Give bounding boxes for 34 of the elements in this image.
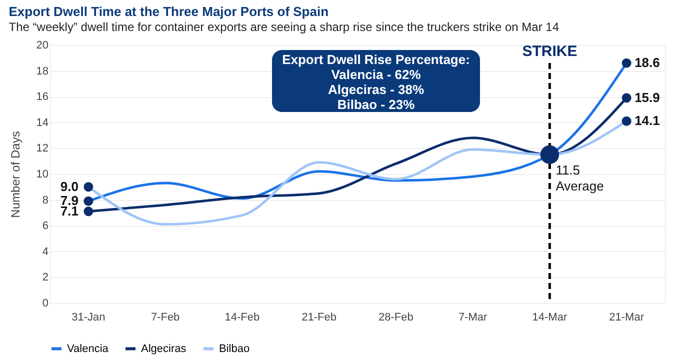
point bbox=[84, 206, 94, 216]
y-tick-label: 8 bbox=[42, 194, 48, 206]
y-tick-label: 12 bbox=[36, 142, 48, 155]
x-tick-label: 7-Feb bbox=[150, 312, 180, 324]
data-label: 9.0 bbox=[60, 178, 78, 194]
legend-label: Bilbao bbox=[219, 342, 250, 355]
y-tick-label: 20 bbox=[36, 40, 48, 52]
data-label: 14.1 bbox=[634, 113, 660, 128]
y-tick-label: 4 bbox=[42, 246, 48, 258]
ref-line-label: STRIKE bbox=[522, 43, 578, 60]
legend-label: Algeciras bbox=[141, 342, 187, 355]
y-tick-label: 14 bbox=[36, 116, 48, 129]
chart-title: Export Dwell Time at the Three Major Ports of Spain bbox=[8, 4, 329, 19]
annotation: 11.5 Average bbox=[556, 162, 604, 194]
point bbox=[622, 93, 632, 103]
x-tick-label: 28-Feb bbox=[378, 312, 414, 324]
y-tick-label: 2 bbox=[42, 272, 48, 284]
y-tick-label: 0 bbox=[42, 298, 48, 310]
chart-subtitle: The “weekly” dwell time for container exports are seeing a sharp rise since the truckers strike on Mar 14 bbox=[8, 20, 560, 34]
x-tick-label: 31-Jan bbox=[72, 312, 106, 324]
x-tick-label: 21-Feb bbox=[302, 312, 336, 324]
annotation: Export Dwell Rise Percentage: Valencia - 62% Algeciras - 38% Bilbao - 23% bbox=[282, 52, 470, 112]
data-label: 18.6 bbox=[634, 55, 660, 70]
y-tick-label: 18 bbox=[36, 65, 48, 78]
x-tick-label: 14-Mar bbox=[532, 312, 568, 324]
x-tick-label: 21-Mar bbox=[609, 312, 644, 324]
y-tick-label: 10 bbox=[36, 168, 48, 180]
y-tick-label: 6 bbox=[42, 220, 48, 232]
y-axis-title: Number of Days bbox=[8, 131, 22, 218]
y-tick-label: 16 bbox=[36, 91, 48, 104]
x-tick-label: 14-Feb bbox=[224, 312, 260, 324]
x-tick-label: 7-Mar bbox=[458, 312, 488, 324]
legend-label: Valencia bbox=[67, 342, 110, 355]
data-label: 15.9 bbox=[634, 90, 660, 105]
